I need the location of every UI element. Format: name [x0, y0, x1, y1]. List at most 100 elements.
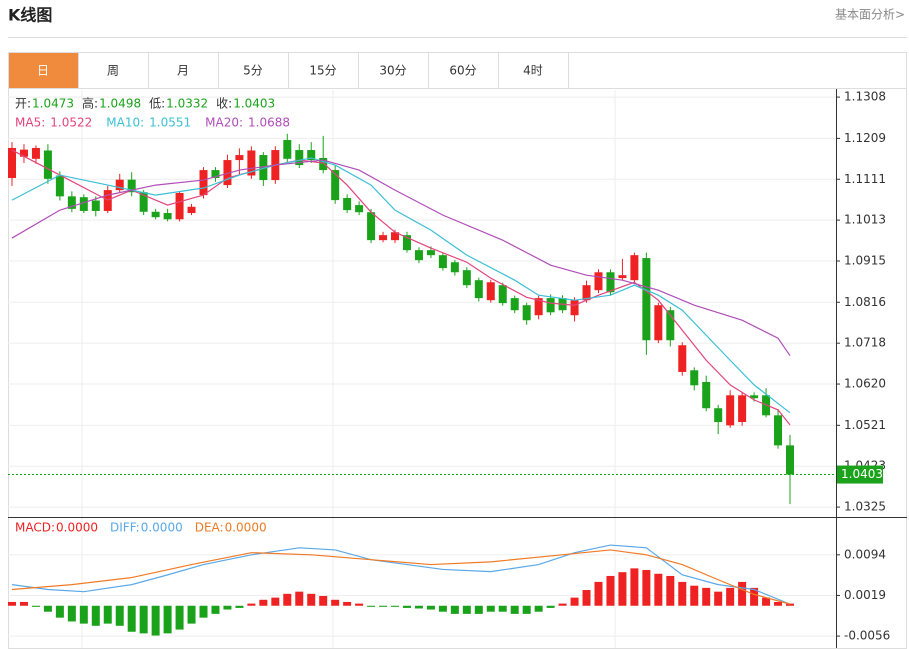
- indicator-line: [11, 544, 791, 605]
- readout-text: 1.0688: [248, 116, 290, 130]
- y-tick-label: 1.0718: [844, 336, 886, 350]
- readout-text: 1.0522: [50, 116, 92, 130]
- indicator-line: [11, 157, 791, 414]
- candle-body: [534, 298, 543, 316]
- tab[interactable]: 月: [177, 64, 189, 78]
- candle-body: [163, 213, 172, 220]
- candle-body: [223, 160, 232, 186]
- macd-bar: [223, 605, 232, 610]
- indicator-line: [11, 159, 791, 357]
- fundamental-link[interactable]: 基本面分析>: [835, 8, 905, 22]
- macd-bar: [522, 605, 531, 614]
- macd-bar: [594, 581, 603, 606]
- candle-body: [654, 305, 663, 341]
- macd-bar: [702, 587, 711, 606]
- readout-text: 0.0000: [225, 521, 267, 535]
- candle-body: [247, 150, 256, 176]
- tab[interactable]: 60分: [449, 64, 476, 78]
- readout-text: DIFF:: [110, 521, 140, 535]
- indicator-line: [11, 549, 791, 605]
- macd-bar: [414, 605, 423, 609]
- macd-bar: [774, 601, 783, 606]
- readout-text: MA5:: [15, 116, 45, 130]
- y-tick-label: 1.1308: [844, 90, 886, 104]
- candle-body: [391, 232, 400, 241]
- macd-bar: [714, 591, 723, 606]
- candle-body: [750, 395, 759, 399]
- macd-bar: [31, 605, 40, 607]
- candle-body: [31, 147, 40, 159]
- candle-body: [738, 395, 747, 422]
- macd-bar: [510, 605, 519, 614]
- macd-bar: [379, 605, 388, 607]
- candle-body: [151, 211, 160, 218]
- macd-bar: [331, 599, 340, 606]
- candle-body: [139, 192, 148, 212]
- candle-body: [618, 275, 627, 279]
- macd-bar: [402, 605, 411, 608]
- macd-bar: [642, 570, 651, 606]
- candle-body: [331, 170, 340, 201]
- macd-bar: [582, 590, 591, 606]
- candle-body: [450, 262, 459, 273]
- candle-body: [199, 170, 208, 196]
- candle-body: [426, 250, 435, 256]
- tab-active-bg: [9, 53, 78, 88]
- candle-body: [402, 235, 411, 251]
- macd-bar: [654, 573, 663, 606]
- candle-body: [355, 205, 364, 213]
- macd-bar: [726, 587, 735, 606]
- candle-body: [570, 300, 579, 316]
- last-price-label: 1.0403: [841, 467, 883, 481]
- macd-bar: [486, 605, 495, 612]
- readout-text: 高:: [82, 96, 98, 111]
- macd-bar: [391, 605, 400, 607]
- macd-bar: [498, 605, 507, 612]
- candle-body: [379, 235, 388, 241]
- macd-bar: [91, 605, 100, 626]
- candle-body: [594, 272, 603, 291]
- tab[interactable]: 4时: [523, 64, 543, 78]
- macd-bar: [678, 581, 687, 606]
- tab[interactable]: 15分: [309, 64, 336, 78]
- candle-body: [175, 193, 184, 220]
- readout-text: 0.0000: [141, 521, 183, 535]
- readout-text: MACD:: [15, 521, 55, 535]
- candle-body: [43, 150, 52, 179]
- page-title: K线图: [8, 6, 52, 25]
- candle-body: [283, 140, 292, 159]
- candle-body: [343, 198, 352, 211]
- macd-bar: [43, 605, 52, 612]
- tab[interactable]: 30分: [379, 64, 406, 78]
- candle-body: [19, 149, 28, 157]
- candle-body: [367, 212, 376, 241]
- candle-body: [510, 298, 519, 311]
- readout-text: 1.0473: [32, 97, 74, 111]
- candle-body: [666, 310, 675, 341]
- tab[interactable]: 5分: [243, 64, 263, 78]
- macd-bar: [115, 605, 124, 626]
- macd-bar: [558, 603, 567, 606]
- readout-text: 0.0000: [56, 521, 98, 535]
- readout-text: 1.0498: [99, 97, 141, 111]
- last-price-box: [837, 465, 883, 484]
- candle-body: [546, 298, 555, 313]
- macd-bar: [534, 605, 543, 612]
- tab[interactable]: 日: [37, 64, 49, 78]
- macd-bar: [55, 605, 64, 618]
- macd-bar: [762, 597, 771, 606]
- candle-body: [295, 150, 304, 166]
- candle-body: [486, 282, 495, 301]
- candle-body: [259, 155, 268, 181]
- candle-body: [642, 258, 651, 341]
- tab[interactable]: 周: [107, 64, 119, 78]
- macd-bar: [259, 599, 268, 606]
- candle-body: [462, 270, 471, 286]
- macd-bar: [666, 575, 675, 606]
- macd-bar: [546, 605, 555, 608]
- readout-text: 收:: [216, 97, 232, 111]
- candle-body: [55, 175, 64, 197]
- macd-bar: [127, 605, 136, 632]
- macd-bar: [283, 593, 292, 606]
